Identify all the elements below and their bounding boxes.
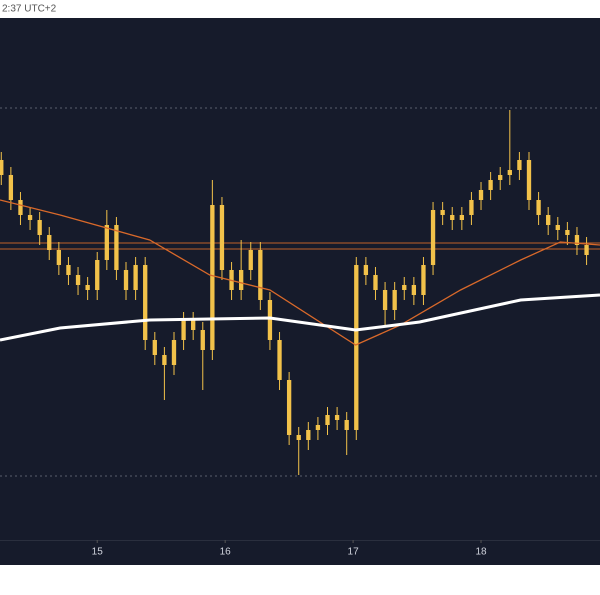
candle-body [238,270,244,290]
candle-body [171,340,177,365]
candle-body [459,215,464,220]
candle-body [0,160,4,175]
candle-body [440,210,445,215]
candle-body [56,250,62,265]
candle-body [286,380,292,435]
candle-body [152,340,157,355]
header-text: 2:37 UTC+2 [2,4,57,15]
candle-body [574,235,580,245]
candle-body [507,170,512,175]
x-tick-label: 18 [475,547,487,558]
candle-body [488,180,493,190]
candle-body [200,330,205,350]
candle-body [354,265,359,430]
candle-body [373,275,378,290]
candle-body [402,285,407,290]
x-tick-label: 16 [220,547,232,558]
candle-body [277,340,282,380]
candle-body [181,320,186,340]
candle-body [219,205,225,270]
candle-body [306,430,311,440]
candle-body [267,300,273,340]
candle-body [162,355,167,365]
candle-body [526,160,532,200]
candle-body [498,175,503,180]
candle-body [584,245,589,255]
candle-body [114,225,119,270]
candle-body [555,225,560,230]
candle-body [382,290,388,310]
candle-body [344,420,349,430]
candle-body [315,425,321,430]
candle-body [392,290,397,310]
candle-body [478,190,484,200]
candle-body [133,265,138,290]
candle-body [8,175,14,200]
candle-body [18,200,23,215]
candle-body [210,205,215,350]
x-tick-label: 15 [92,547,104,558]
candle-body [191,320,196,330]
candle-body [546,215,551,225]
candle-body [450,215,455,220]
candle-body [296,435,301,440]
candle-body [536,200,541,215]
candle-body [248,250,253,270]
candle-body [27,215,33,220]
x-tick-label: 17 [348,547,360,558]
candle-body [565,230,570,235]
top-bar [0,0,600,18]
candle-body [411,285,417,295]
candle-body [95,260,100,290]
candle-body [421,265,426,295]
candle-body [469,200,474,215]
candle-body [37,220,42,235]
candle-body [325,415,330,425]
candle-body [363,265,369,275]
candle-body [47,235,52,250]
candle-body [75,275,81,285]
moving-average [0,293,600,342]
moving-average [0,199,600,346]
chart-background [0,18,600,565]
candle-body [430,210,436,265]
candle-body [334,415,340,420]
candle-body [66,265,71,275]
candle-body [104,225,109,260]
candle-body [517,160,522,170]
candle-body [85,285,90,290]
candle-body [258,250,263,300]
candle-body [123,270,129,290]
candle-body [143,265,148,340]
